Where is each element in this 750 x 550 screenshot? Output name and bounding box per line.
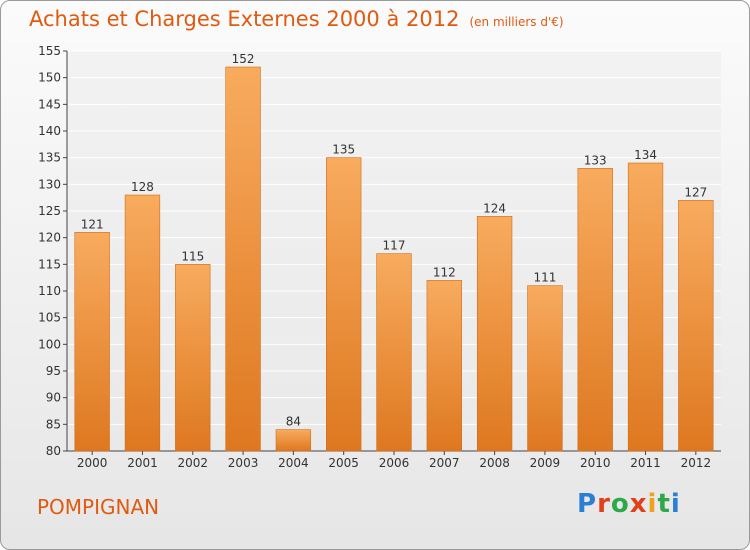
data-label: 117	[383, 239, 406, 253]
data-label: 135	[332, 143, 355, 157]
y-tick-label: 80	[46, 444, 61, 458]
y-tick-label: 145	[38, 97, 61, 111]
y-tick-label: 140	[38, 124, 61, 138]
y-tick-label: 150	[38, 71, 61, 85]
data-label: 127	[684, 185, 707, 199]
y-tick-label: 155	[38, 44, 61, 58]
logo-letter: o	[610, 489, 630, 519]
bars	[74, 66, 714, 452]
bar-2005	[326, 157, 362, 452]
data-label: 133	[584, 153, 607, 167]
data-label: 84	[286, 415, 301, 429]
bar-2000	[74, 232, 110, 452]
bar-2007	[426, 280, 462, 452]
y-tick-label: 130	[38, 177, 61, 191]
logo-letter: P	[577, 489, 598, 519]
x-tick-label: 2001	[127, 456, 158, 470]
data-label: 134	[634, 148, 657, 162]
data-label: 111	[533, 271, 556, 285]
logo-letter: t	[657, 489, 671, 519]
data-label: 128	[131, 180, 154, 194]
bar-2011	[627, 162, 664, 452]
logo-letter: x	[629, 489, 648, 519]
y-tick-label: 90	[46, 391, 61, 405]
y-tick-label: 135	[38, 151, 61, 165]
bar-2003	[225, 66, 261, 452]
chart-title: Achats et Charges Externes 2000 à 2012 (e…	[29, 7, 564, 31]
y-tick-label: 85	[46, 417, 61, 431]
x-tick-label: 2005	[328, 456, 359, 470]
y-tick-label: 120	[38, 231, 61, 245]
data-labels: 121 128 115 152 84 135 117 112 124 111 133 134 127	[81, 52, 708, 429]
y-tick-label: 95	[46, 364, 61, 378]
x-tick-label: 2011	[630, 456, 661, 470]
y-tick-label: 125	[38, 204, 61, 218]
x-tick-label: 2004	[278, 456, 309, 470]
x-tick-label: 2000	[77, 456, 108, 470]
data-label: 115	[181, 249, 204, 263]
x-tick-label: 2007	[429, 456, 460, 470]
x-tick-label: 2010	[580, 456, 611, 470]
x-axis: 2000 2001 2002 2003 2004 2005 2006 2007 2008 2009…	[67, 450, 721, 470]
data-label: 152	[232, 52, 255, 66]
bar-2001	[124, 194, 161, 452]
bar-2006	[376, 253, 412, 452]
bar-2002	[175, 264, 211, 452]
y-tick-label: 105	[38, 311, 61, 325]
bar-2010	[577, 168, 613, 452]
data-label: 124	[483, 201, 506, 215]
x-tick-label: 2006	[379, 456, 410, 470]
y-tick-label: 110	[38, 284, 61, 298]
commune-name: POMPIGNAN	[37, 495, 160, 519]
bar-2009	[527, 285, 563, 452]
bar-2008	[476, 216, 513, 452]
logo-letter: i	[647, 489, 658, 519]
y-axis: 80 85 90 95 100 105 110 115 120 125 130 135 140 145 15…	[38, 44, 68, 458]
logo-letter: i	[670, 489, 681, 519]
x-tick-label: 2012	[681, 456, 712, 470]
x-tick-label: 2002	[177, 456, 208, 470]
x-tick-label: 2008	[479, 456, 510, 470]
x-tick-label: 2009	[530, 456, 561, 470]
title-text: Achats et Charges Externes 2000 à 2012	[29, 7, 460, 31]
x-tick-label: 2003	[228, 456, 259, 470]
y-tick-label: 115	[38, 257, 61, 271]
proxiti-logo: Proxiti	[577, 489, 681, 519]
logo-letter: r	[597, 489, 611, 519]
title-unit: (en milliers d'€)	[469, 15, 564, 29]
data-label: 121	[81, 217, 104, 231]
bar-2004	[275, 429, 312, 452]
data-label: 112	[433, 265, 456, 279]
y-tick-label: 100	[38, 337, 61, 351]
bar-2012	[678, 200, 714, 452]
